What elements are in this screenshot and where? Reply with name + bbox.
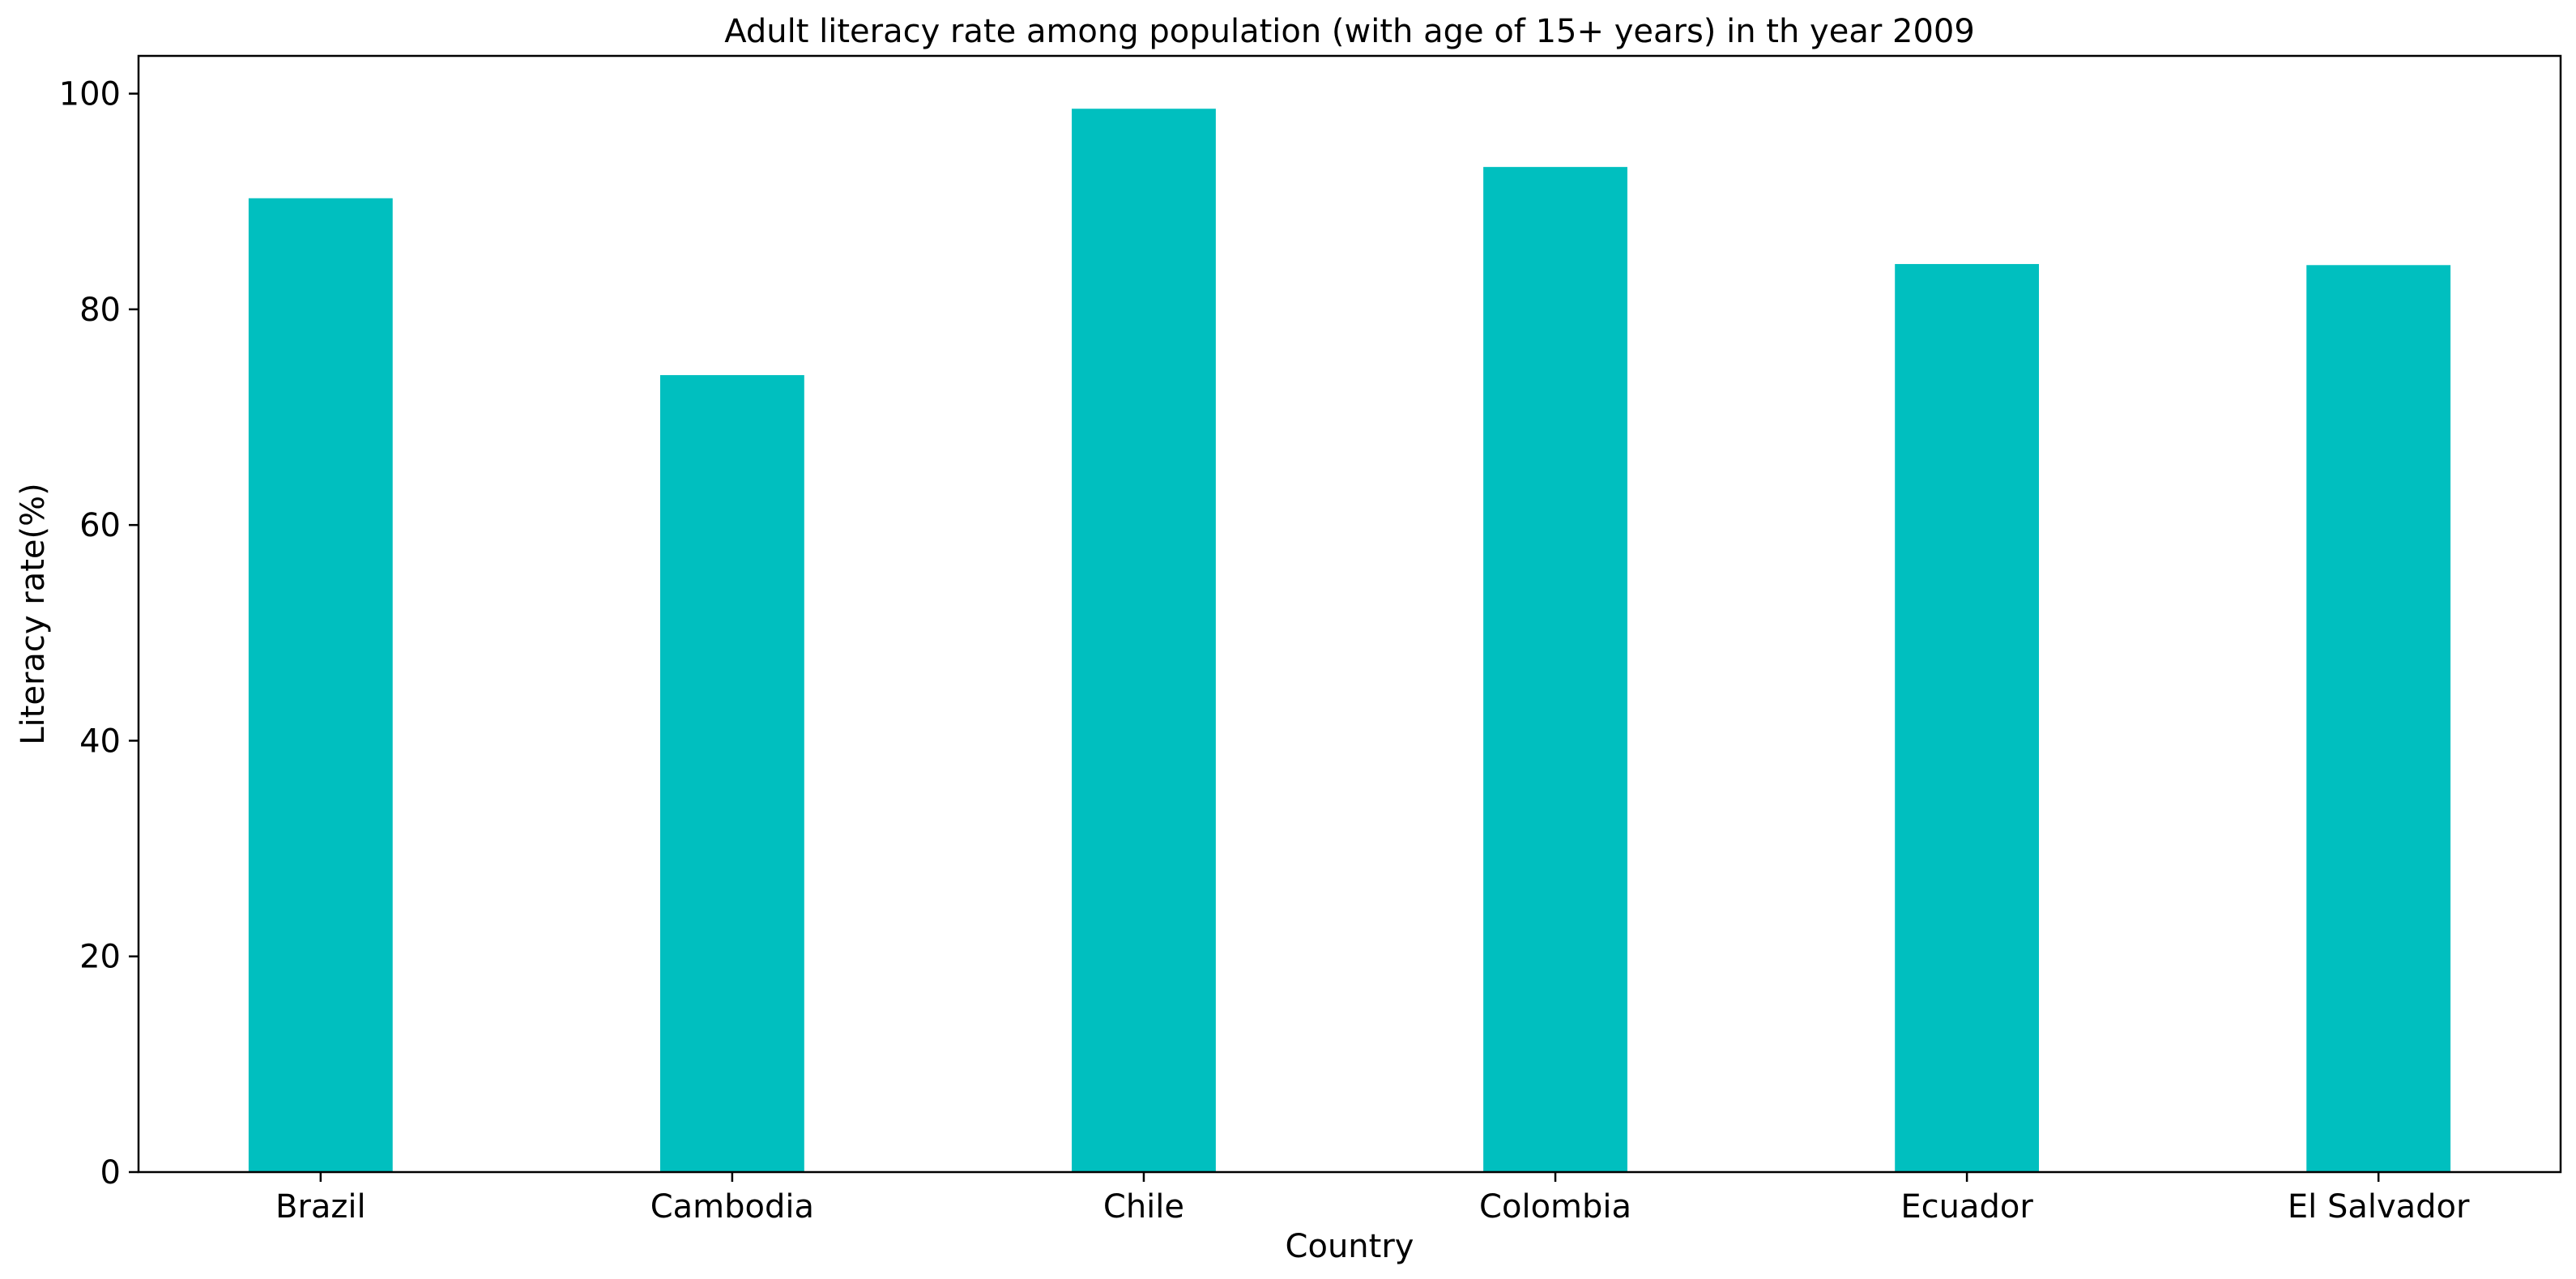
- x-tick-label-cambodia: Cambodia: [650, 1188, 814, 1226]
- x-tick-label-chile: Chile: [1103, 1188, 1184, 1226]
- bars: [248, 109, 2451, 1173]
- x-axis-ticks: Brazil Cambodia Chile Colombia Ecuador El Sal…: [275, 1172, 2470, 1226]
- bar-cambodia: [659, 375, 804, 1172]
- y-axis-label: Literacy rate(%): [15, 483, 52, 745]
- y-axis-ticks: 0 20 40 60 80 100: [59, 76, 139, 1192]
- chart-title: Adult literacy rate among population (wi…: [724, 13, 1975, 50]
- y-tick-label-40: 40: [79, 723, 121, 760]
- x-tick-label-brazil: Brazil: [275, 1188, 366, 1226]
- x-tick-label-ecuador: Ecuador: [1900, 1188, 2033, 1226]
- bar-colombia: [1483, 167, 1627, 1173]
- bar-el-salvador: [2306, 265, 2451, 1173]
- x-axis-label: Country: [1286, 1228, 1414, 1265]
- y-tick-label-20: 20: [79, 939, 121, 976]
- plot-frame: [137, 54, 2562, 1174]
- y-tick-label-0: 0: [100, 1154, 121, 1192]
- x-tick-label-colombia: Colombia: [1479, 1188, 1631, 1226]
- bar-ecuador: [1895, 263, 2040, 1172]
- y-tick-label-80: 80: [79, 292, 121, 329]
- y-tick-label-60: 60: [79, 507, 121, 544]
- bar-chile: [1072, 109, 1216, 1172]
- bar-brazil: [248, 198, 393, 1173]
- y-tick-label-100: 100: [59, 76, 121, 113]
- x-tick-label-el-salvador: El Salvador: [2288, 1188, 2470, 1226]
